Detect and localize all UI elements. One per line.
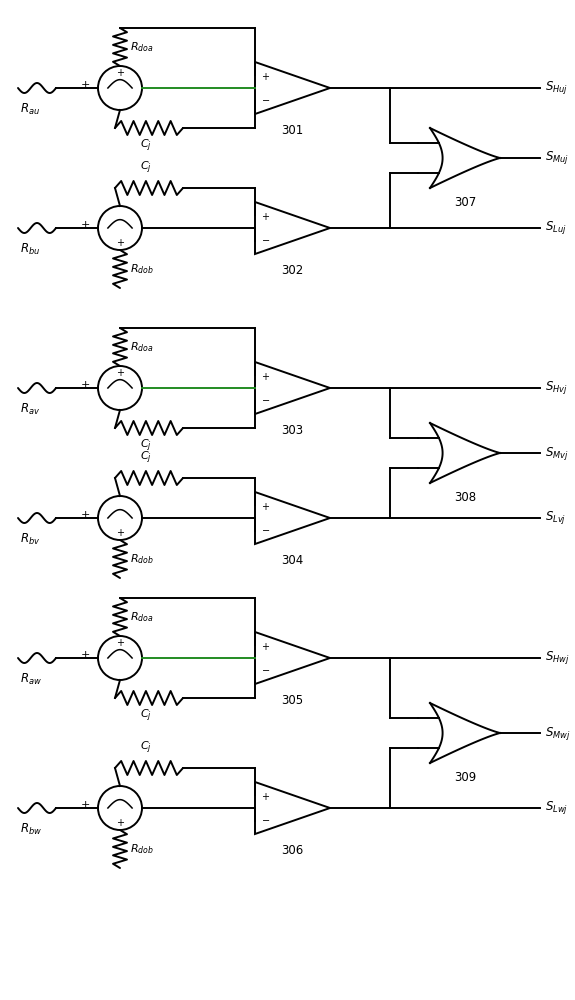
Text: $R_{bv}$: $R_{bv}$ — [20, 532, 40, 547]
Text: +: + — [81, 220, 90, 230]
Text: 302: 302 — [281, 264, 304, 277]
Text: $R_{bw}$: $R_{bw}$ — [20, 822, 42, 837]
Text: $C_j$: $C_j$ — [140, 438, 152, 454]
Text: $R_{doa}$: $R_{doa}$ — [130, 340, 154, 354]
Polygon shape — [430, 703, 500, 763]
Text: +: + — [116, 68, 124, 78]
Text: 309: 309 — [454, 771, 476, 784]
Text: $S_{Mwj}$: $S_{Mwj}$ — [545, 724, 570, 742]
Text: $R_{dob}$: $R_{dob}$ — [130, 262, 154, 276]
Text: 307: 307 — [454, 196, 476, 209]
Text: +: + — [81, 380, 90, 390]
Text: +: + — [116, 638, 124, 648]
Text: +: + — [116, 238, 124, 248]
Text: $C_j$: $C_j$ — [140, 708, 152, 724]
Text: 303: 303 — [281, 424, 304, 437]
Text: 305: 305 — [281, 694, 304, 707]
Text: $R_{bu}$: $R_{bu}$ — [20, 242, 40, 257]
Text: $S_{Lvj}$: $S_{Lvj}$ — [545, 510, 566, 526]
Text: +: + — [261, 502, 269, 512]
Text: $-$: $-$ — [261, 94, 270, 104]
Text: +: + — [261, 642, 269, 652]
Text: $S_{Muj}$: $S_{Muj}$ — [545, 149, 569, 166]
Text: $C_j$: $C_j$ — [140, 740, 152, 756]
Text: $R_{aw}$: $R_{aw}$ — [20, 672, 42, 687]
Text: +: + — [116, 818, 124, 828]
Text: +: + — [261, 372, 269, 382]
Text: $S_{Hvj}$: $S_{Hvj}$ — [545, 379, 568, 396]
Text: $R_{doa}$: $R_{doa}$ — [130, 40, 154, 54]
Text: +: + — [81, 650, 90, 660]
Text: +: + — [261, 792, 269, 802]
Text: $-$: $-$ — [261, 664, 270, 674]
Text: +: + — [81, 800, 90, 810]
Text: +: + — [116, 528, 124, 538]
Text: 304: 304 — [281, 554, 304, 567]
Text: $-$: $-$ — [261, 234, 270, 244]
Polygon shape — [430, 423, 500, 483]
Text: $-$: $-$ — [261, 394, 270, 404]
Text: $-$: $-$ — [261, 524, 270, 534]
Text: $S_{Hwj}$: $S_{Hwj}$ — [545, 650, 570, 666]
Text: 308: 308 — [454, 491, 476, 504]
Text: $C_j$: $C_j$ — [140, 138, 152, 154]
Text: $R_{doa}$: $R_{doa}$ — [130, 610, 154, 624]
Text: $R_{dob}$: $R_{dob}$ — [130, 552, 154, 566]
Text: +: + — [81, 510, 90, 520]
Text: 306: 306 — [281, 844, 304, 857]
Text: +: + — [116, 368, 124, 378]
Text: +: + — [261, 72, 269, 82]
Text: $-$: $-$ — [261, 814, 270, 824]
Text: 301: 301 — [281, 124, 304, 137]
Polygon shape — [430, 128, 500, 188]
Text: $R_{au}$: $R_{au}$ — [20, 102, 40, 117]
Text: $S_{Lwj}$: $S_{Lwj}$ — [545, 800, 568, 816]
Text: $C_j$: $C_j$ — [140, 160, 152, 176]
Text: $R_{dob}$: $R_{dob}$ — [130, 842, 154, 856]
Text: +: + — [81, 80, 90, 90]
Text: $S_{Mvj}$: $S_{Mvj}$ — [545, 444, 569, 462]
Text: +: + — [261, 212, 269, 222]
Text: $C_j$: $C_j$ — [140, 450, 152, 466]
Text: $S_{Huj}$: $S_{Huj}$ — [545, 80, 568, 97]
Text: $S_{Luj}$: $S_{Luj}$ — [545, 220, 566, 236]
Text: $R_{av}$: $R_{av}$ — [20, 402, 40, 417]
